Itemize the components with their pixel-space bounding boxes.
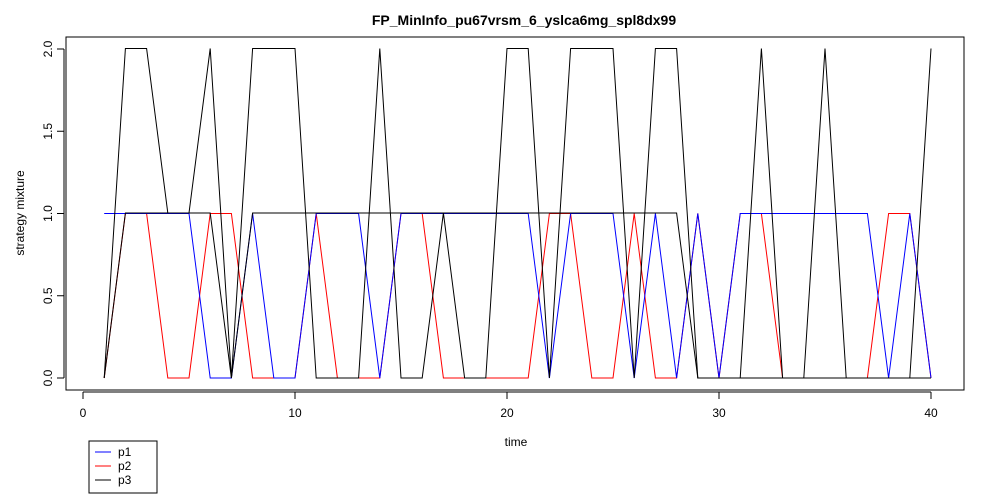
legend-box bbox=[88, 440, 158, 494]
y-tick-label: 0.5 bbox=[41, 287, 55, 304]
legend-label-p3: p3 bbox=[118, 473, 132, 487]
legend-label-p1: p1 bbox=[118, 445, 132, 459]
x-axis: 0 10 20 30 40 bbox=[80, 391, 938, 420]
x-tick-label: 20 bbox=[500, 406, 514, 420]
chart-title: FP_MinInfo_pu67vrsm_6_yslca6mg_spl8dx99 bbox=[372, 12, 676, 28]
y-tick-label: 2.0 bbox=[41, 40, 55, 57]
plot-frame bbox=[65, 36, 965, 391]
y-axis: 0.0 0.5 1.0 1.5 2.0 bbox=[41, 40, 65, 386]
x-tick-label: 10 bbox=[288, 406, 302, 420]
x-axis-label: time bbox=[505, 435, 528, 449]
legend-label-p2: p2 bbox=[118, 459, 132, 473]
y-axis-label: strategy mixture bbox=[13, 170, 27, 256]
series-layer bbox=[103, 48, 932, 379]
x-tick-label: 0 bbox=[80, 406, 87, 420]
y-tick-label: 1.0 bbox=[41, 205, 55, 222]
series-line-p3-lower bbox=[103, 212, 931, 379]
y-tick-label: 1.5 bbox=[41, 123, 55, 140]
x-tick-label: 40 bbox=[924, 406, 938, 420]
x-tick-label: 30 bbox=[712, 406, 726, 420]
y-tick-label: 0.0 bbox=[41, 369, 55, 386]
